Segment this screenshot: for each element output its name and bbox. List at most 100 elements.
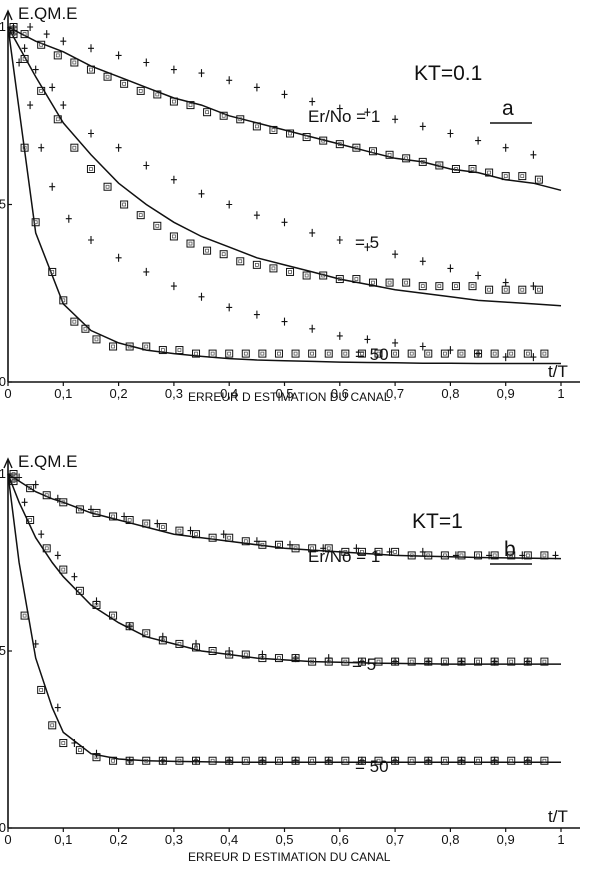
square-point-inner <box>105 74 110 79</box>
square-point-inner <box>326 351 331 356</box>
square-point-inner <box>221 113 226 118</box>
plus-point <box>159 632 166 641</box>
square-point <box>274 349 283 358</box>
plus-point <box>253 211 260 220</box>
curve-label-2: = 5 <box>355 233 379 252</box>
plus-point <box>38 143 45 152</box>
square-point-inner <box>188 103 193 107</box>
square-point-inner <box>210 535 215 540</box>
square-point <box>374 349 383 358</box>
plus-point <box>325 654 332 663</box>
square-point <box>385 278 394 287</box>
x-tick-label: 0,9 <box>497 832 515 847</box>
square-point <box>324 349 333 358</box>
plus-point <box>336 331 343 340</box>
square-point <box>291 544 300 553</box>
plus-point <box>364 243 371 252</box>
square-point <box>225 533 234 542</box>
panel-label: b <box>504 538 516 561</box>
square-point <box>92 508 101 517</box>
plus-point <box>187 526 194 535</box>
square-point-inner <box>503 174 508 178</box>
plus-point <box>364 335 371 344</box>
square-point-inner <box>144 521 149 526</box>
square-point-inner <box>509 758 514 763</box>
square-point <box>385 150 394 159</box>
square-point <box>142 756 151 765</box>
square-point <box>241 349 250 358</box>
plus-point <box>43 30 50 39</box>
square-point-inner <box>78 588 82 593</box>
square-point-inner <box>537 177 541 182</box>
square-point-inner <box>260 351 265 356</box>
square-point <box>308 544 317 553</box>
plus-point <box>226 303 233 312</box>
square-point-inner <box>22 57 27 61</box>
condition-label: KT=0.1 <box>414 62 482 85</box>
square-point <box>274 654 283 663</box>
plus-point <box>16 58 23 67</box>
square-point <box>374 657 383 666</box>
square-point <box>341 657 350 666</box>
square-point <box>225 349 234 358</box>
square-point-inner <box>177 348 182 352</box>
square-point-inner <box>243 652 248 657</box>
y-axis-arrow <box>3 457 13 469</box>
square-point <box>501 285 510 294</box>
plus-point <box>519 551 526 560</box>
plus-point <box>10 26 17 35</box>
square-point-inner <box>343 351 348 356</box>
square-point <box>136 86 145 95</box>
chart-panel-b: E.QM.E t/T ERREUR D ESTIMATION DU CANAL … <box>0 452 580 864</box>
square-point <box>418 282 427 291</box>
y-tick-label: 1 <box>0 466 6 481</box>
square-point-inner <box>437 284 442 288</box>
square-point-inner <box>94 337 99 342</box>
plus-point <box>419 547 426 556</box>
square-point <box>75 586 84 595</box>
square-point <box>258 540 267 549</box>
square-point-inner <box>111 758 115 763</box>
square-point <box>169 97 178 106</box>
square-point <box>252 122 261 131</box>
plus-point <box>419 257 426 266</box>
square-point <box>468 165 477 173</box>
plus-point <box>54 494 61 503</box>
x-tick-label: 0,4 <box>220 832 238 847</box>
square-point <box>70 317 79 326</box>
plus-point <box>115 143 122 152</box>
curve-label-3: = 50 <box>355 345 389 364</box>
square-point <box>485 168 494 177</box>
square-point <box>391 547 400 556</box>
square-point-inner <box>89 167 93 171</box>
y-axis-label: E.QM.E <box>18 452 78 471</box>
square-point <box>258 349 267 358</box>
square-point <box>357 349 366 358</box>
square-point-inner <box>277 758 281 763</box>
square-point-inner <box>271 266 276 271</box>
square-point <box>534 285 543 294</box>
plus-point <box>353 544 360 553</box>
x-tick-label: 0,9 <box>497 386 515 401</box>
square-point-inner <box>221 252 226 257</box>
square-point-inner <box>55 117 60 122</box>
square-point <box>540 349 549 358</box>
square-point-inner <box>492 351 497 356</box>
plus-point <box>325 756 332 765</box>
square-point-inner <box>437 163 442 168</box>
square-point <box>136 211 145 220</box>
square-point <box>490 349 499 358</box>
plus-point <box>126 622 133 631</box>
square-point-inner <box>155 223 160 228</box>
square-point <box>241 756 250 765</box>
square-point <box>518 172 527 181</box>
square-point <box>158 523 167 532</box>
square-point-inner <box>111 344 115 349</box>
plus-point <box>115 253 122 262</box>
square-point <box>37 86 46 95</box>
square-point-inner <box>210 649 215 653</box>
square-point <box>286 267 295 276</box>
plus-point <box>193 639 199 648</box>
square-point-inner <box>160 348 165 352</box>
